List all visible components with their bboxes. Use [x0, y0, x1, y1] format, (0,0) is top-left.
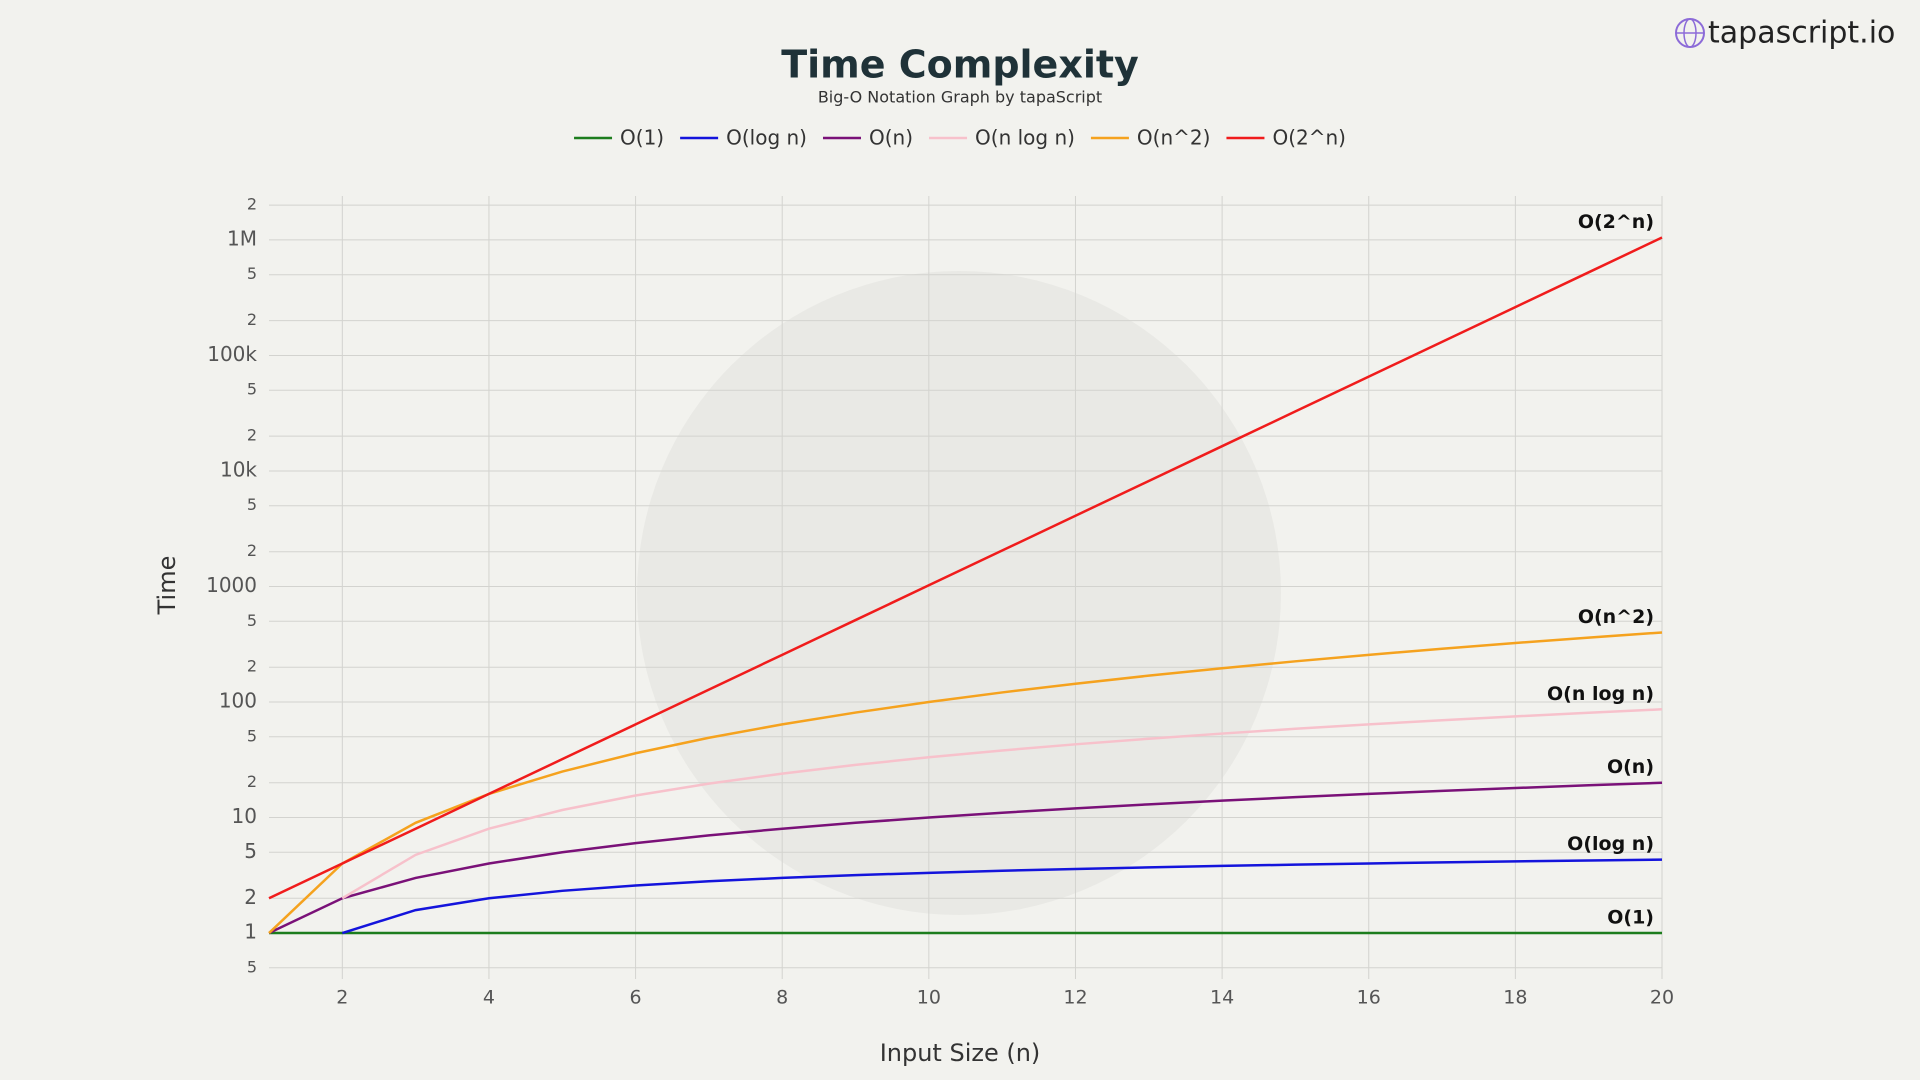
y-tick-label: 1000	[206, 573, 257, 597]
legend-label: O(log n)	[726, 126, 807, 150]
x-tick-label: 12	[1063, 987, 1087, 1009]
brand: tapascript.io	[1708, 16, 1895, 51]
y-tick-label: 2	[247, 541, 257, 560]
x-tick-label: 20	[1650, 987, 1674, 1009]
chart-subtitle: Big-O Notation Graph by tapaScript	[818, 88, 1102, 107]
y-tick-label: 10	[232, 804, 257, 828]
series-line	[268, 631, 1663, 934]
y-tick-label: 2	[247, 310, 257, 329]
legend-item: O(2^n)	[1226, 126, 1346, 150]
brand-logo: tapascript.io	[1675, 16, 1895, 51]
y-axis-label: Time	[153, 556, 181, 616]
y-tick-label: 1	[244, 920, 257, 944]
lines: O(1) O(log n) O(n) O(n log n) O(n^2) O(2^n)	[268, 211, 1663, 935]
y-tick-label: 2	[247, 772, 257, 791]
y-tick-label: 5	[247, 726, 257, 745]
legend-label: O(1)	[620, 126, 664, 150]
y-tick-label: 5	[244, 839, 257, 863]
legend-item: O(log n)	[680, 126, 807, 150]
legend-item: O(n)	[822, 126, 913, 150]
end-label: O(1)	[1607, 907, 1654, 929]
legend: O(1) O(log n) O(n) O(n log n) O(n^2) O(2^n)	[574, 126, 1346, 150]
chart-title: Time Complexity	[781, 43, 1139, 87]
y-tick-label: 2	[247, 426, 257, 445]
y-tick-label: 5	[247, 611, 257, 630]
y-tick-label: 5	[247, 495, 257, 514]
y-tick-label: 100	[219, 688, 257, 712]
y-tick-label: 2	[247, 195, 257, 214]
x-tick-label: 6	[630, 987, 642, 1009]
legend-label: O(n log n)	[975, 126, 1075, 150]
x-tick-label: 18	[1503, 987, 1527, 1009]
end-label: O(log n)	[1567, 833, 1654, 855]
y-tick-label: 5	[247, 264, 257, 283]
legend-item: O(n^2)	[1090, 126, 1211, 150]
y-tick-label: 100k	[207, 342, 257, 366]
end-label: O(n^2)	[1578, 606, 1654, 628]
series-line	[268, 236, 1663, 900]
legend-label: O(n)	[869, 126, 913, 150]
y-tick-label: 2	[247, 657, 257, 676]
series-line	[268, 781, 1663, 935]
x-tick-label: 14	[1210, 987, 1234, 1009]
watermark	[637, 271, 1281, 915]
y-tick-label: 1M	[227, 226, 257, 250]
x-tick-label: 10	[917, 987, 941, 1009]
x-axis-label: Input Size (n)	[880, 1039, 1041, 1067]
x-tick-label: 4	[483, 987, 495, 1009]
series-line	[341, 708, 1663, 900]
x-tick-label: 8	[776, 987, 788, 1009]
legend-label: O(2^n)	[1272, 126, 1346, 150]
y-tick-label: 2	[244, 885, 257, 909]
legend-label: O(n^2)	[1137, 126, 1211, 150]
legend-item: O(1)	[574, 126, 664, 150]
y-tick-label: 5	[247, 957, 257, 976]
x-tick-label: 16	[1357, 987, 1381, 1009]
y-tick-label: 5	[247, 380, 257, 399]
series-line	[341, 858, 1663, 935]
end-label: O(n)	[1607, 756, 1654, 778]
end-label: O(2^n)	[1578, 211, 1654, 233]
legend-item: O(n log n)	[929, 126, 1075, 150]
end-label: O(n log n)	[1547, 683, 1654, 705]
y-tick-label: 10k	[220, 457, 257, 481]
x-tick-label: 2	[336, 987, 348, 1009]
